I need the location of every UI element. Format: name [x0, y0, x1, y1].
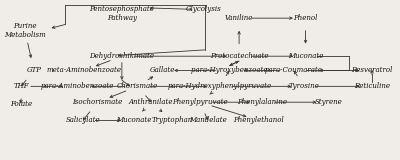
- Text: Glycolysis: Glycolysis: [186, 5, 222, 13]
- Text: para-Hyroxy​benzoate: para-Hyroxy​benzoate: [191, 67, 268, 75]
- Text: Isochorismate: Isochorismate: [72, 98, 123, 106]
- Text: para-Aminobenzoate: para-Aminobenzoate: [40, 82, 114, 90]
- Text: Anthranilate: Anthranilate: [129, 98, 174, 106]
- Text: Folate: Folate: [10, 100, 32, 108]
- Text: para-Hydroxyphenylpyruvate: para-Hydroxyphenylpyruvate: [168, 82, 272, 90]
- Text: Purine
Metabolism: Purine Metabolism: [4, 22, 46, 39]
- Text: Muconate: Muconate: [116, 116, 151, 124]
- Text: Gallate: Gallate: [150, 67, 176, 75]
- Text: Phenylethanol: Phenylethanol: [233, 116, 284, 124]
- Text: meta-Aminobenzoate: meta-Aminobenzoate: [46, 67, 122, 75]
- Text: Pentosephosphate
Pathway: Pentosephosphate Pathway: [90, 5, 154, 22]
- Text: Tyrosine: Tyrosine: [288, 82, 319, 90]
- Text: THF: THF: [13, 82, 29, 90]
- Text: Mandelate: Mandelate: [189, 116, 227, 124]
- Text: Reticuline: Reticuline: [354, 82, 390, 90]
- Text: Phenylpyruvate: Phenylpyruvate: [172, 98, 228, 106]
- Text: Styrene: Styrene: [315, 98, 343, 106]
- Text: Protocatechuate: Protocatechuate: [210, 52, 268, 60]
- Text: Vaniline: Vaniline: [225, 14, 253, 22]
- Text: Muconate: Muconate: [288, 52, 323, 60]
- Text: Tryptophan: Tryptophan: [151, 116, 192, 124]
- Text: GTP: GTP: [26, 67, 42, 75]
- Text: Phenylalanine: Phenylalanine: [238, 98, 288, 106]
- Text: Phenol: Phenol: [293, 14, 318, 22]
- Text: Salicylate: Salicylate: [66, 116, 100, 124]
- Text: Resveratrol: Resveratrol: [351, 67, 393, 75]
- Text: Chorismate: Chorismate: [117, 82, 158, 90]
- Text: para-Coumarate: para-Coumarate: [265, 67, 323, 75]
- Text: Dehydroshikimate: Dehydroshikimate: [89, 52, 154, 60]
